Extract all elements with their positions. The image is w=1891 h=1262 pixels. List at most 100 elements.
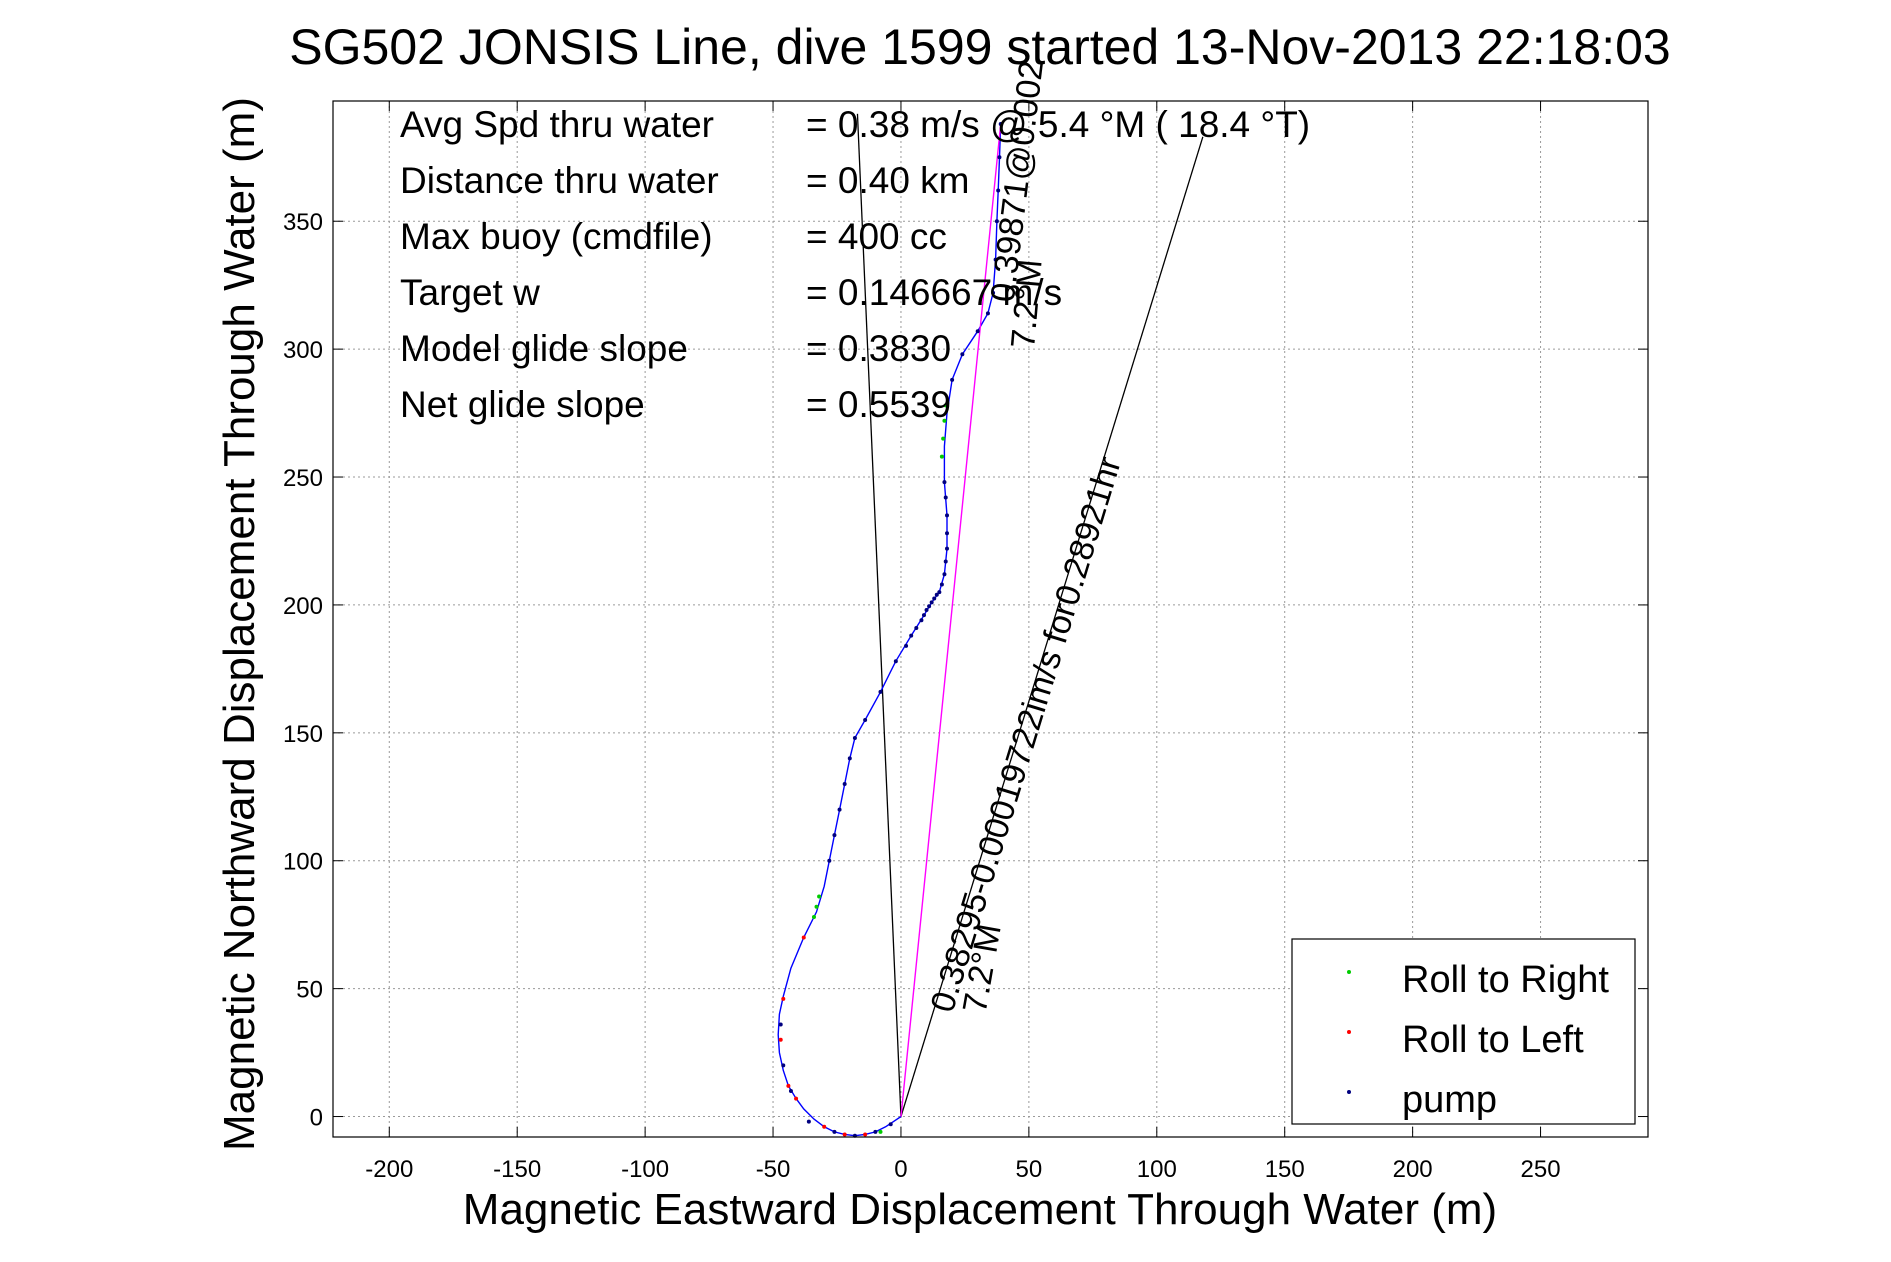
stat-value: = 400 cc bbox=[806, 216, 947, 257]
pump-point bbox=[781, 1063, 786, 1068]
roll-right-point bbox=[811, 915, 816, 920]
pump-point bbox=[852, 735, 857, 740]
y-tick-label: 250 bbox=[283, 465, 323, 492]
stats-block: Avg Spd thru water = 0.38 m/s @ 5.4 °M ( … bbox=[400, 104, 1310, 425]
x-tick-label: 250 bbox=[1521, 1156, 1561, 1183]
stat-value: = 0.146667 m/s bbox=[806, 272, 1062, 313]
pump-point bbox=[837, 807, 842, 812]
roll-left-point bbox=[842, 1132, 847, 1137]
legend-label: Roll to Left bbox=[1402, 1019, 1584, 1061]
stat-label: Max buoy (cmdfile) bbox=[400, 216, 713, 257]
pump-point bbox=[943, 495, 948, 500]
pump-point bbox=[945, 531, 950, 536]
roll-right-point bbox=[878, 1129, 883, 1134]
wedge-line bbox=[900, 136, 1204, 1117]
pump-point bbox=[998, 122, 1003, 127]
pump-point bbox=[929, 600, 934, 605]
pump-point bbox=[919, 618, 924, 623]
pump-point bbox=[832, 833, 837, 838]
x-tick-label: 100 bbox=[1137, 1156, 1177, 1183]
velocity-wedge-lines bbox=[856, 113, 1204, 1117]
pump-point bbox=[994, 219, 999, 224]
legend-marker bbox=[1347, 970, 1351, 974]
x-tick-label: 50 bbox=[1016, 1156, 1043, 1183]
stat-label: Target w bbox=[400, 272, 540, 313]
pump-point bbox=[806, 1119, 811, 1124]
x-axis-label: Magnetic Eastward Displacement Through W… bbox=[463, 1185, 1497, 1234]
legend-marker bbox=[1347, 1090, 1351, 1094]
x-tick-label: -50 bbox=[756, 1156, 791, 1183]
rotated-annotation: 0.38295-0.00019722im/s for0.28921hr bbox=[923, 452, 1128, 1016]
pump-point bbox=[996, 188, 1001, 193]
pump-point bbox=[960, 352, 965, 357]
pump-point bbox=[847, 756, 852, 761]
wedge-line bbox=[856, 113, 902, 1117]
pump-point bbox=[878, 689, 883, 694]
pump-point bbox=[904, 643, 909, 648]
y-tick-label: 50 bbox=[296, 977, 323, 1004]
roll-right-point bbox=[941, 436, 946, 441]
stat-value: = 0.5539 bbox=[806, 384, 951, 425]
stat-value: = 0.3830 bbox=[806, 328, 951, 369]
axis-ticks: -200 -150 -100 -50 0 50 100 150 200 250 0 50 100 150 2… bbox=[283, 101, 1648, 1183]
roll-left-point bbox=[863, 1132, 868, 1137]
y-tick-label: 200 bbox=[283, 593, 323, 620]
roll-right-point bbox=[942, 418, 947, 423]
pump-point bbox=[778, 1022, 783, 1027]
pump-point bbox=[893, 659, 898, 664]
stat-label: Model glide slope bbox=[400, 328, 688, 369]
x-tick-label: 0 bbox=[894, 1156, 907, 1183]
y-tick-label: 0 bbox=[310, 1105, 323, 1132]
legend-label: Roll to Right bbox=[1402, 959, 1609, 1001]
x-tick-label: -100 bbox=[621, 1156, 669, 1183]
stat-label: Net glide slope bbox=[400, 384, 645, 425]
pump-point bbox=[832, 1129, 837, 1134]
legend-marker bbox=[1347, 1030, 1351, 1034]
roll-right-point bbox=[817, 894, 822, 899]
x-tick-label: -200 bbox=[365, 1156, 413, 1183]
y-tick-label: 350 bbox=[283, 209, 323, 236]
pump-point bbox=[993, 257, 998, 262]
rotated-annotation: 7.2°M bbox=[1004, 258, 1050, 350]
roll-right-point bbox=[939, 454, 944, 459]
pump-point bbox=[863, 718, 868, 723]
stat-value: = 0.40 km bbox=[806, 160, 970, 201]
pump-point bbox=[942, 480, 947, 485]
pump-point bbox=[914, 625, 919, 630]
annotations-layer: 0.38295-0.00019722im/s for0.28921hr 7.2°M… bbox=[923, 59, 1128, 1017]
pump-point bbox=[985, 311, 990, 316]
roll-left-point bbox=[786, 1083, 791, 1088]
pump-point bbox=[842, 781, 847, 786]
y-tick-label: 100 bbox=[283, 849, 323, 876]
roll-left-point bbox=[778, 1037, 783, 1042]
pump-point bbox=[942, 572, 947, 577]
roll-left-point bbox=[794, 1096, 799, 1101]
stat-label: Distance thru water bbox=[400, 160, 719, 201]
pump-point bbox=[921, 613, 926, 618]
roll-right-point bbox=[943, 403, 948, 408]
pump-point bbox=[937, 590, 942, 595]
pump-point bbox=[827, 858, 832, 863]
chart-title: SG502 JONSIS Line, dive 1599 started 13-… bbox=[289, 19, 1670, 75]
pump-point bbox=[873, 1129, 878, 1134]
y-tick-label: 150 bbox=[283, 721, 323, 748]
stat-label: Avg Spd thru water bbox=[400, 104, 714, 145]
y-axis-label: Magnetic Northward Displacement Through … bbox=[215, 97, 264, 1151]
pump-point bbox=[932, 596, 937, 601]
pump-point bbox=[788, 1088, 793, 1093]
legend: Roll to Right Roll to Left pump bbox=[1291, 938, 1636, 1125]
pump-point bbox=[950, 377, 955, 382]
plot-frame bbox=[332, 100, 1649, 1138]
pump-point bbox=[975, 329, 980, 334]
pump-point bbox=[945, 546, 950, 551]
pump-point bbox=[943, 559, 948, 564]
pump-point bbox=[991, 290, 996, 295]
x-tick-label: -150 bbox=[493, 1156, 541, 1183]
pump-point bbox=[888, 1122, 893, 1127]
pump-point bbox=[939, 582, 944, 587]
pump-point bbox=[945, 513, 950, 518]
pump-point bbox=[997, 155, 1002, 160]
pump-point bbox=[927, 604, 932, 609]
roll-left-point bbox=[822, 1124, 827, 1129]
